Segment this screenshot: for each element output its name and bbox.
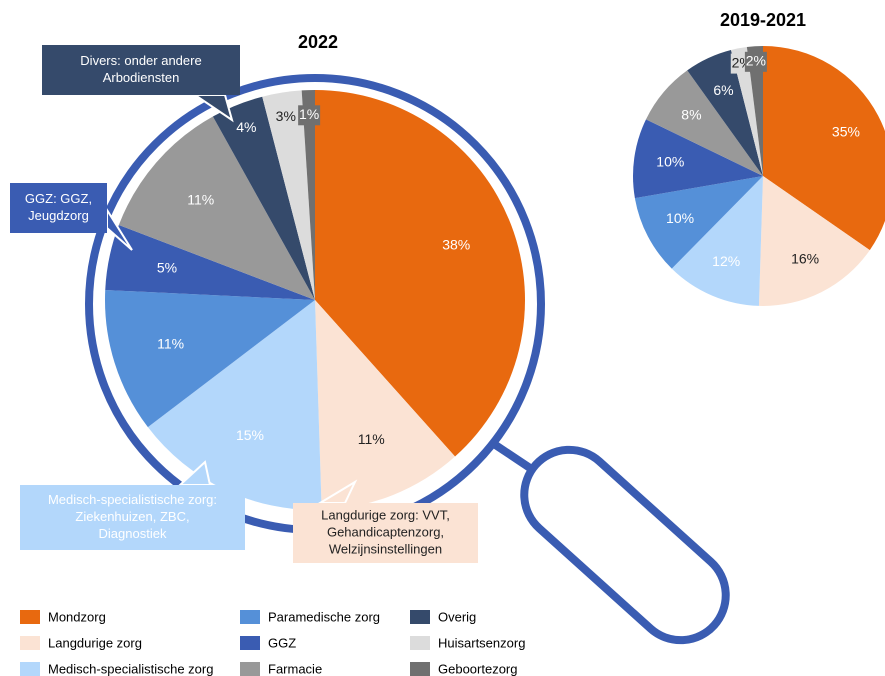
legend-label: Geboortezorg xyxy=(438,661,518,676)
pie-slice xyxy=(671,176,763,306)
data-label: 15% xyxy=(236,427,264,443)
legend-swatch xyxy=(240,636,260,650)
legend-label: Paramedische zorg xyxy=(268,609,380,624)
legend-swatch xyxy=(410,610,430,624)
data-label: 35% xyxy=(832,123,860,139)
pie-slice xyxy=(105,225,316,300)
callout-text: Divers: onder andere xyxy=(80,53,201,68)
chart-title: 2022 xyxy=(298,32,338,52)
pie-slice xyxy=(301,90,315,300)
label-bg xyxy=(744,51,767,72)
callout-box xyxy=(42,45,240,95)
data-label: 8% xyxy=(681,106,701,122)
legend-swatch xyxy=(20,610,40,624)
data-label: 5% xyxy=(157,260,177,276)
legend-label: Farmacie xyxy=(268,661,322,676)
callout-text: Medisch-specialistische zorg: xyxy=(48,492,217,507)
legend-label: Mondzorg xyxy=(48,609,106,624)
pie-slice xyxy=(262,90,315,301)
callout-box xyxy=(10,183,107,233)
pie-slice xyxy=(746,46,763,176)
data-label: 11% xyxy=(157,336,184,352)
pie-slice xyxy=(212,96,315,300)
pie-slice xyxy=(730,47,763,177)
callout-box xyxy=(20,485,245,550)
pie-slice xyxy=(105,290,315,428)
callout-box xyxy=(293,503,478,563)
callout-text: Ziekenhuizen, ZBC, xyxy=(75,509,189,524)
magnifier-handle xyxy=(520,445,730,645)
pie-slice xyxy=(634,176,763,269)
data-label: 10% xyxy=(666,210,694,226)
legend-swatch xyxy=(240,610,260,624)
data-label: 11% xyxy=(358,431,385,447)
pie-slice xyxy=(758,176,870,306)
pie-slice xyxy=(633,119,763,199)
legend-swatch xyxy=(20,636,40,650)
legend-swatch xyxy=(240,662,260,676)
data-label: 11% xyxy=(187,192,214,208)
legend-label: Overig xyxy=(438,609,476,624)
data-label: 38% xyxy=(442,237,470,253)
callout-text: Welzijnsinstellingen xyxy=(329,541,442,556)
callout-text: Jeugdzorg xyxy=(28,208,89,223)
pie-slice xyxy=(315,90,525,457)
legend-label: GGZ xyxy=(268,635,296,650)
callout-text: GGZ: GGZ, xyxy=(25,191,92,206)
callout-text: Gehandicaptenzorg, xyxy=(327,524,444,539)
callout-text: Arbodiensten xyxy=(103,70,180,85)
pie-slice xyxy=(315,300,456,510)
legend-label: Langdurige zorg xyxy=(48,635,142,650)
data-label: 3% xyxy=(276,108,296,124)
data-label: 4% xyxy=(236,119,256,135)
pie-slice xyxy=(763,46,885,251)
callout-text: Diagnostiek xyxy=(99,526,167,541)
data-label: 1% xyxy=(299,106,319,122)
legend-label: Medisch-specialistische zorg xyxy=(48,661,213,676)
callout-text: Langdurige zorg: VVT, xyxy=(321,507,450,522)
data-label: 2% xyxy=(746,53,766,69)
data-label: 10% xyxy=(656,154,684,170)
label-bg xyxy=(298,105,321,126)
pie-slice xyxy=(645,70,763,176)
pie-slice xyxy=(687,50,763,176)
pie-slice xyxy=(118,116,315,300)
pie-slice xyxy=(147,300,322,511)
legend-swatch xyxy=(20,662,40,676)
legend-swatch xyxy=(410,662,430,676)
data-label: 12% xyxy=(712,253,740,269)
legend-label: Huisartsenzorg xyxy=(438,635,525,650)
data-label: 6% xyxy=(713,82,733,98)
data-label: 16% xyxy=(791,250,819,266)
legend-swatch xyxy=(410,636,430,650)
chart-title: 2019-2021 xyxy=(720,10,806,30)
